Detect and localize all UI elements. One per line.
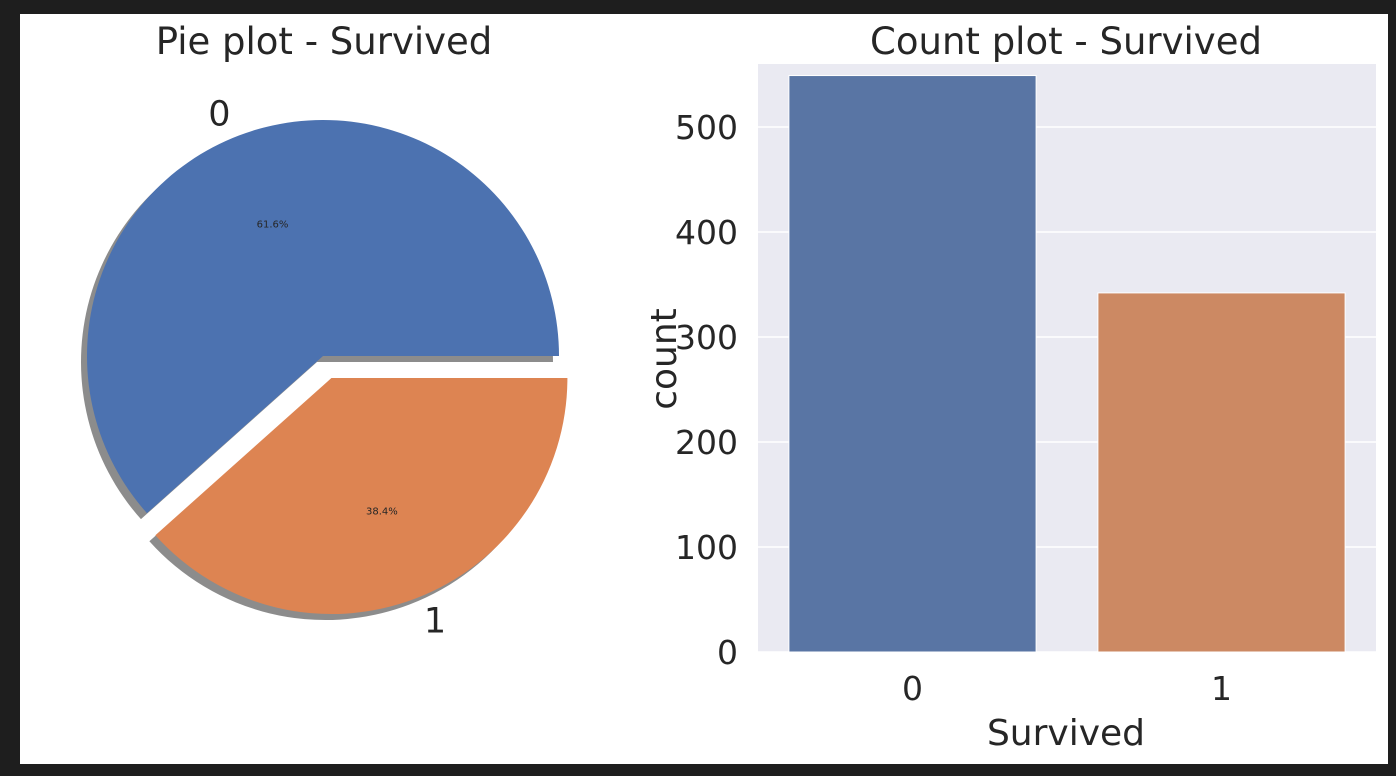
- y-tick-label: 0: [717, 633, 738, 672]
- chart-canvas: Pie plot - Survived 0 61.6% 1 38.4% Count p…: [80, 20, 1376, 754]
- bar-chart: 0 100 200 300 400 500 0 1: [675, 64, 1376, 708]
- bar-0: [788, 75, 1037, 653]
- y-tick-label: 200: [675, 423, 738, 462]
- pie-chart: 0 61.6% 1 38.4%: [80, 94, 568, 642]
- y-tick-label: 500: [675, 108, 738, 147]
- pie-slice-0: [87, 120, 559, 514]
- pie-percent-label: 38.4%: [366, 506, 398, 517]
- pie-label: 0: [208, 94, 230, 134]
- bar-title: Count plot - Survived: [870, 20, 1262, 63]
- y-tick-label: 100: [675, 528, 738, 567]
- y-tick-label: 400: [675, 213, 738, 252]
- figure: Pie plot - Survived 0 61.6% 1 38.4% Count p…: [20, 14, 1388, 764]
- pie-title: Pie plot - Survived: [156, 20, 493, 63]
- x-tick-label: 0: [902, 669, 923, 708]
- x-axis-label: Survived: [987, 713, 1145, 754]
- y-tick-label: 300: [675, 318, 738, 357]
- y-axis-label: count: [644, 308, 685, 410]
- pie-label: 1: [424, 602, 446, 642]
- pie-percent-label: 61.6%: [257, 220, 289, 231]
- pie-slice-1: [155, 378, 568, 615]
- bar-1: [1097, 292, 1346, 653]
- x-tick-label: 1: [1211, 669, 1232, 708]
